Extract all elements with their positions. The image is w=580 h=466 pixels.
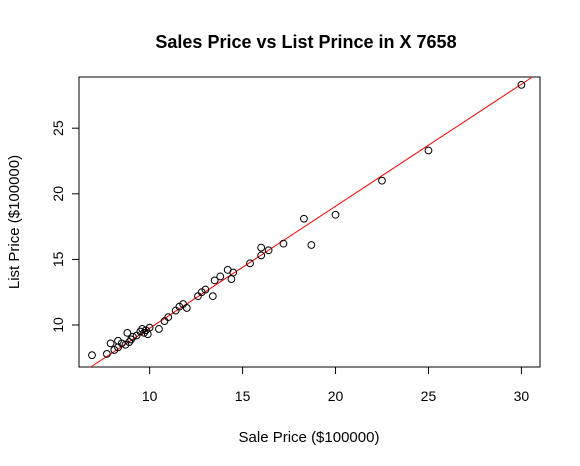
regression-line [90, 76, 533, 368]
data-point [257, 243, 266, 252]
data-point [307, 241, 316, 249]
fit-line-layer [90, 76, 533, 368]
data-point [517, 80, 526, 89]
data-point [424, 146, 433, 155]
data-point [229, 268, 238, 277]
data-point [246, 259, 254, 268]
x-tick-label: 10 [142, 388, 158, 404]
data-point [210, 276, 219, 285]
data-point [216, 272, 225, 281]
data-point [279, 239, 288, 248]
plot-frame [78, 76, 541, 368]
y-axis-label: List Price ($100000) [6, 155, 23, 289]
x-tick-label: 25 [421, 388, 437, 404]
data-point [264, 246, 273, 255]
data-point [88, 351, 96, 360]
data-point [129, 332, 137, 341]
chart-title: Sales Price vs List Prince in X 7658 [155, 32, 456, 52]
data-point [208, 292, 217, 301]
data-point [138, 325, 147, 333]
data-point [257, 251, 266, 260]
y-tick-label: 15 [50, 251, 66, 267]
x-axis-label: Sale Price ($100000) [239, 429, 380, 446]
data-point [106, 339, 115, 348]
x-axis: 10 15 20 25 30 [142, 366, 530, 404]
data-point [171, 306, 180, 315]
data-point [123, 328, 132, 337]
data-point [155, 325, 163, 333]
data-point [164, 313, 173, 322]
y-tick-label: 25 [50, 120, 66, 136]
x-tick-label: 15 [235, 388, 251, 404]
y-tick-label: 10 [50, 317, 66, 333]
data-point [102, 349, 111, 358]
y-tick-label: 20 [50, 186, 66, 202]
data-point [117, 339, 126, 348]
data-point [300, 214, 308, 223]
x-tick-label: 20 [328, 388, 344, 404]
data-point [331, 210, 340, 219]
y-axis: 10 15 20 25 [50, 120, 80, 333]
data-point [227, 275, 236, 283]
data-points [88, 80, 526, 360]
x-tick-label: 30 [514, 388, 530, 404]
data-point [378, 176, 386, 185]
data-point [182, 304, 191, 312]
data-point [201, 285, 210, 294]
data-point [145, 323, 154, 332]
